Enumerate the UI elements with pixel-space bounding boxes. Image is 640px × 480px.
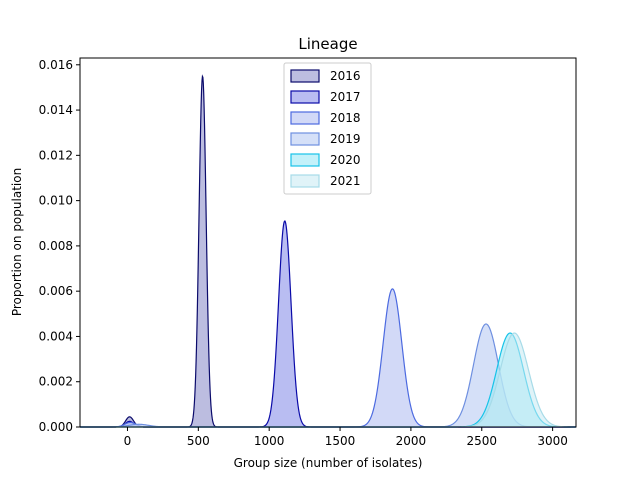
- legend-label-2019: 2019: [330, 132, 361, 146]
- legend: 2016 2017 2018 2019 2020 2021: [283, 62, 372, 195]
- legend-label-2020: 2020: [330, 153, 361, 167]
- legend-swatch-2017: [290, 90, 320, 104]
- y-tick-label: 0.002: [39, 375, 73, 389]
- x-axis-label: Group size (number of isolates): [234, 456, 423, 470]
- legend-swatch-2019: [290, 132, 320, 146]
- x-axis: 0 500 1000 1500 2000 2500 3000: [124, 427, 568, 448]
- y-tick-label: 0.012: [39, 148, 73, 162]
- density-area-2021: [80, 333, 576, 427]
- x-tick-label: 0: [124, 434, 132, 448]
- y-tick-label: 0.010: [39, 194, 73, 208]
- x-tick-label: 2500: [466, 434, 497, 448]
- y-tick-label: 0.000: [39, 420, 73, 434]
- legend-label-2017: 2017: [330, 90, 361, 104]
- density-area-2016: [80, 76, 576, 427]
- density-area-2019: [80, 324, 576, 427]
- y-axis: 0.000 0.002 0.004 0.006 0.008 0.010 0.012 0.014…: [39, 58, 80, 434]
- y-tick-label: 0.006: [39, 284, 73, 298]
- legend-swatch-2020: [290, 153, 320, 167]
- y-tick-label: 0.016: [39, 58, 73, 72]
- legend-swatch-2018: [290, 111, 320, 125]
- legend-swatch-2016: [290, 69, 320, 83]
- legend-label-2016: 2016: [330, 69, 361, 83]
- y-axis-label: Proportion on population: [10, 168, 24, 316]
- y-tick-label: 0.004: [39, 329, 73, 343]
- chart-title: Lineage: [298, 35, 357, 53]
- legend-label-2021: 2021: [330, 174, 361, 188]
- x-tick-label: 500: [187, 434, 210, 448]
- axes-frame: [79, 57, 577, 428]
- x-tick-label: 3000: [537, 434, 568, 448]
- x-tick-label: 1500: [325, 434, 356, 448]
- y-tick-label: 0.008: [39, 239, 73, 253]
- legend-label-2018: 2018: [330, 111, 361, 125]
- legend-swatch-2021: [290, 174, 320, 188]
- y-tick-label: 0.014: [39, 103, 73, 117]
- x-tick-label: 1000: [254, 434, 285, 448]
- x-tick-label: 2000: [396, 434, 427, 448]
